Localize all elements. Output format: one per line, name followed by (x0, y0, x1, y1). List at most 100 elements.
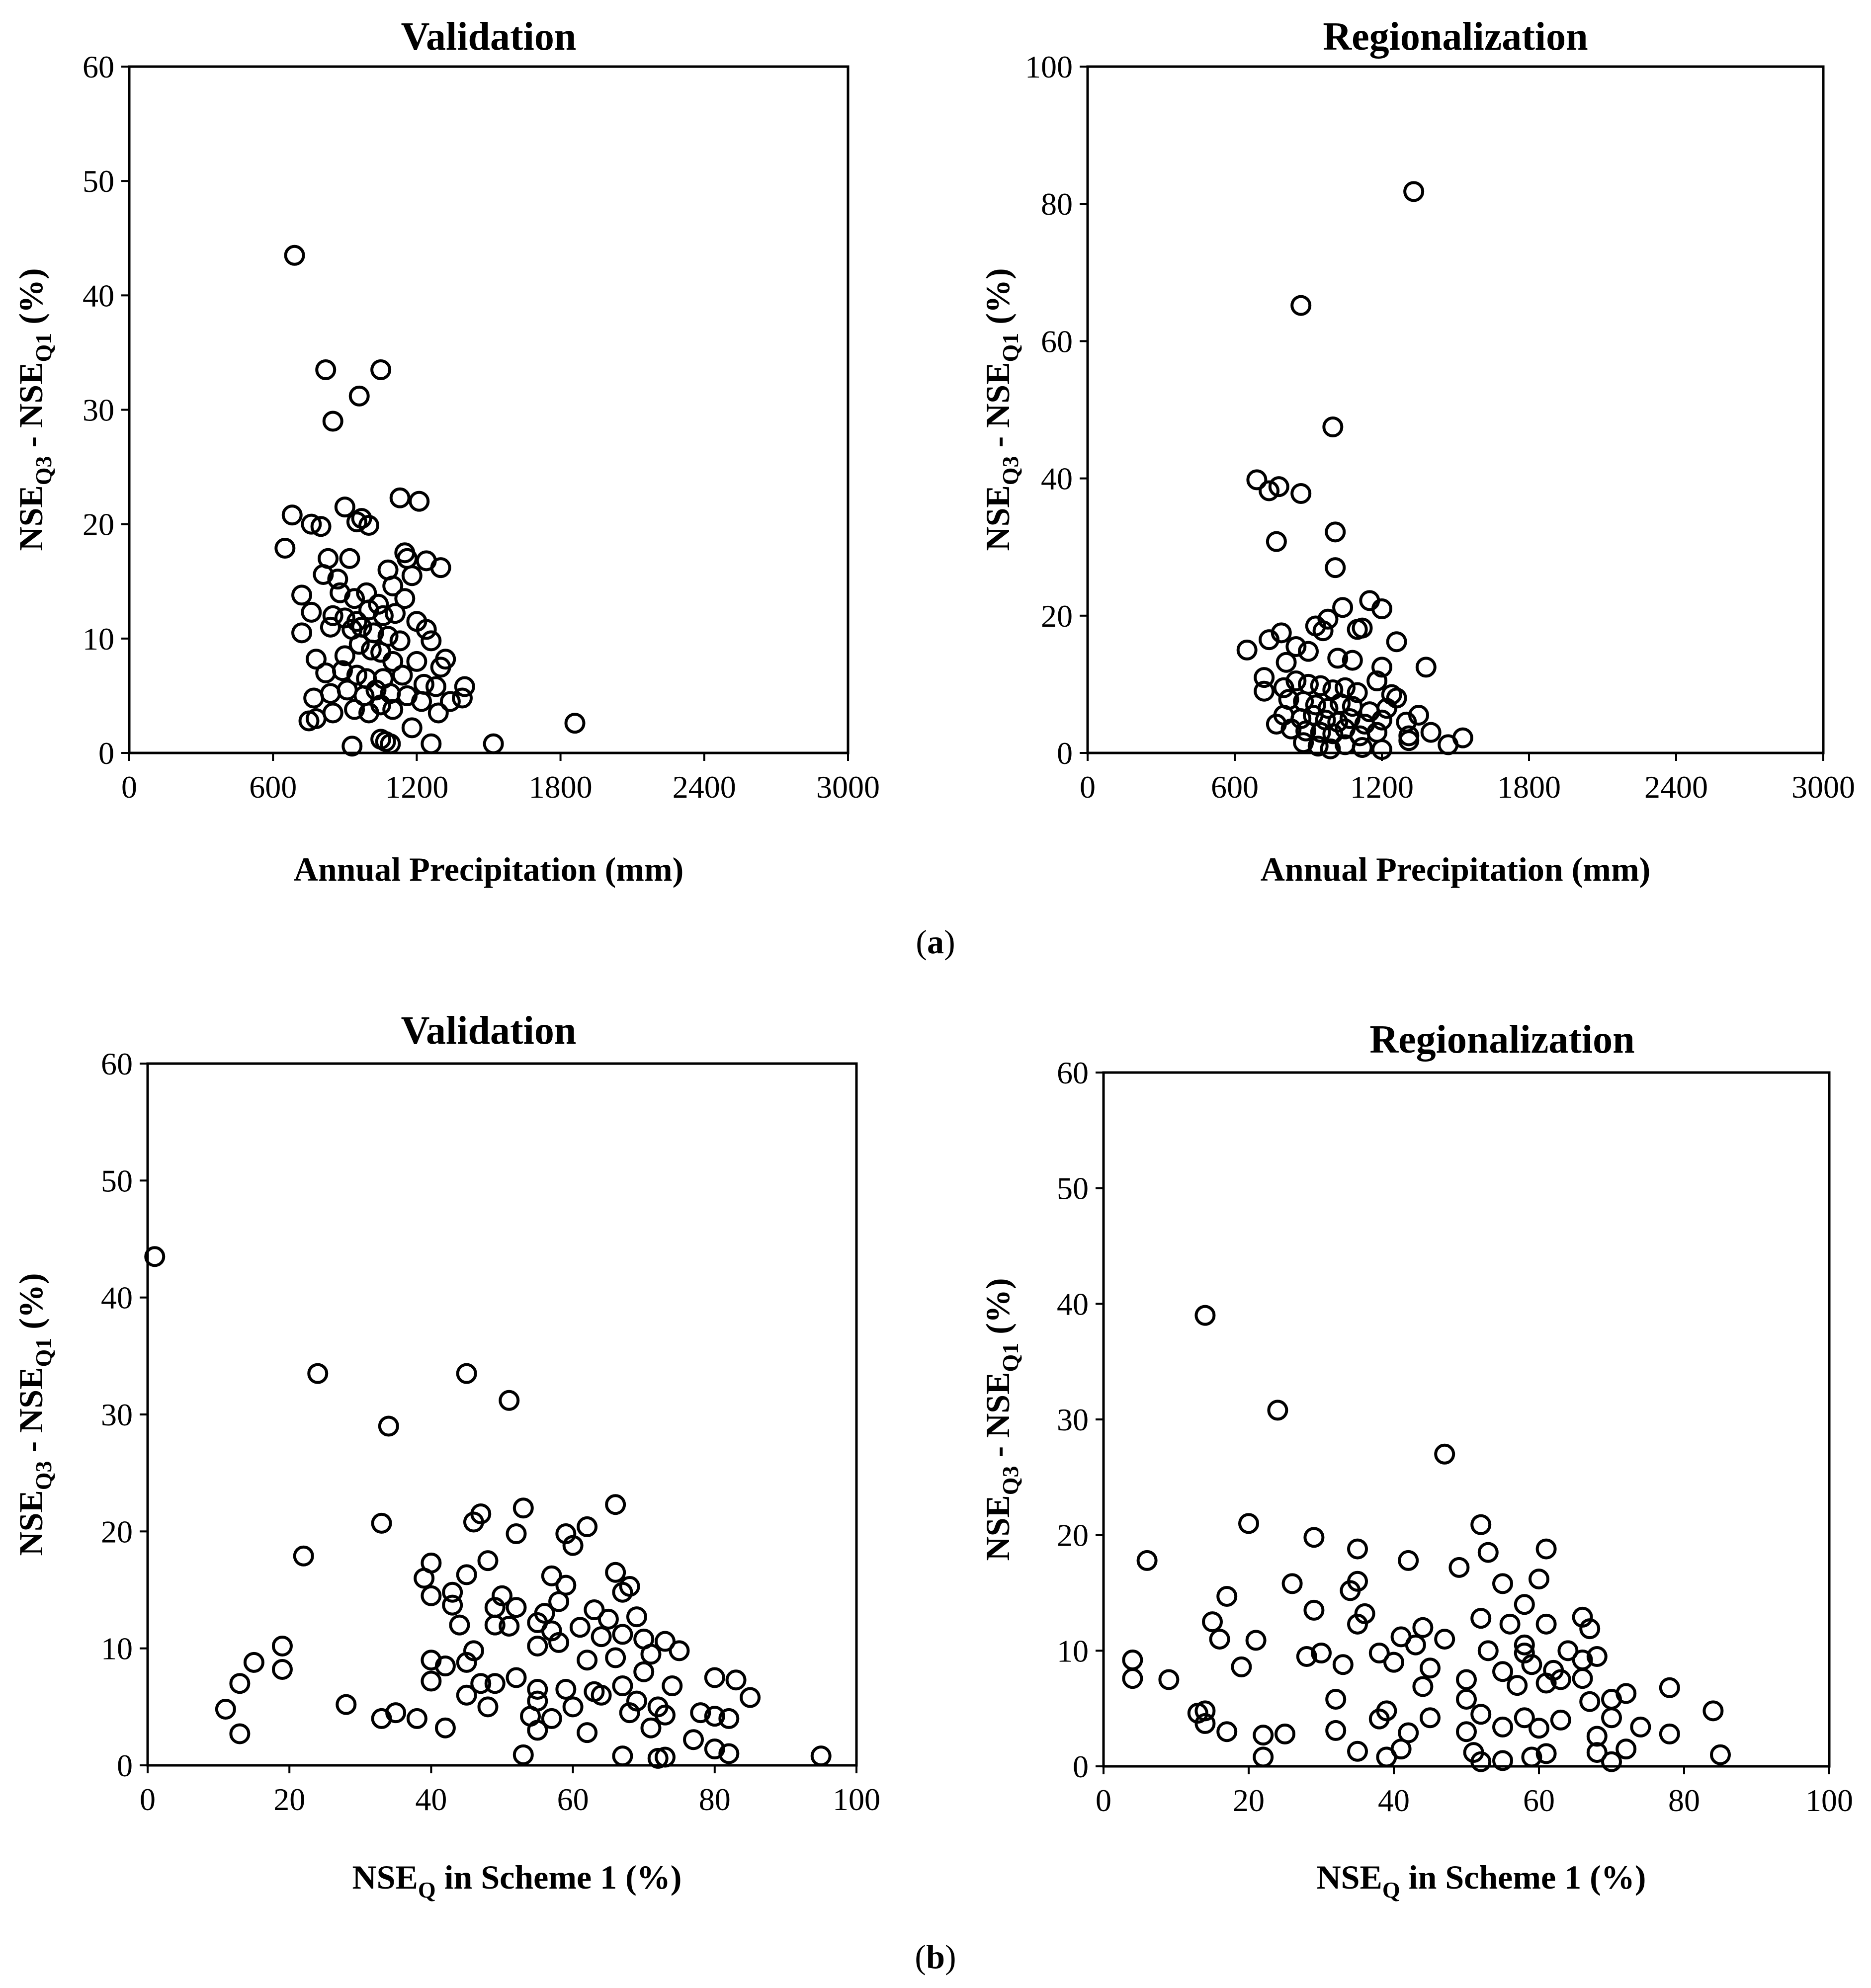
x-tick-label: 1800 (1497, 769, 1561, 805)
data-point (1254, 680, 1275, 702)
data-point (1266, 531, 1287, 552)
data-point (1456, 1721, 1477, 1742)
y-label-percent: (%) (12, 1273, 50, 1337)
x-tick-label: 60 (557, 1782, 589, 1817)
x-tick-label: 0 (1080, 769, 1096, 805)
data-point (548, 1591, 570, 1612)
data-point (284, 245, 305, 266)
y-tick-label: 60 (1041, 324, 1073, 359)
y-tick-label: 10 (1057, 1633, 1089, 1668)
data-point (527, 1635, 548, 1657)
data-point (1529, 1718, 1549, 1739)
data-point (315, 359, 337, 380)
data-point (1514, 1634, 1535, 1656)
data-point (434, 1717, 456, 1739)
y-label-minus-nse: - NSE (12, 362, 50, 456)
data-point (337, 679, 358, 701)
y-axis-label: NSEQ3 - NSEQ1 (%) (12, 268, 56, 551)
data-point (1325, 1720, 1347, 1741)
data-point (1616, 1739, 1637, 1760)
data-point (392, 664, 413, 686)
data-point (555, 1679, 577, 1700)
data-point (332, 660, 353, 681)
x-tick-label: 100 (833, 1782, 880, 1817)
data-point (1405, 1634, 1426, 1656)
data-point (1470, 1704, 1492, 1725)
data-point (1408, 705, 1429, 726)
data-point (271, 1659, 293, 1680)
y-tick-label: 0 (1073, 1749, 1089, 1784)
data-point (499, 1390, 520, 1411)
data-point (1194, 1700, 1216, 1722)
data-point (1368, 1642, 1390, 1663)
data-point (346, 511, 367, 533)
data-point (371, 1708, 392, 1729)
chart-title: Regionalization (1369, 1018, 1634, 1062)
data-point (320, 616, 341, 638)
y-label-sub-q3: Q3 (31, 1461, 56, 1490)
data-point (1290, 295, 1312, 316)
data-point (640, 1717, 662, 1739)
data-point (346, 664, 367, 686)
x-tick-label: 0 (140, 1782, 156, 1817)
data-point (1285, 670, 1307, 691)
data-point (1702, 1700, 1724, 1722)
data-point (1507, 1675, 1528, 1696)
data-point (1122, 1668, 1143, 1689)
y-tick-label: 10 (83, 621, 114, 657)
data-point (427, 702, 449, 724)
data-point (1434, 1629, 1455, 1650)
data-point (442, 1581, 463, 1603)
y-label-minus-nse: - NSE (12, 1367, 50, 1461)
data-point (1420, 1657, 1441, 1679)
data-points (274, 245, 586, 757)
data-point (341, 736, 363, 757)
data-point (215, 1699, 236, 1720)
data-point (1352, 737, 1373, 758)
data-point (1616, 1683, 1637, 1704)
data-point (1253, 1725, 1274, 1746)
data-point (229, 1723, 251, 1744)
data-point (499, 1615, 520, 1637)
y-tick-label: 20 (1057, 1518, 1089, 1553)
data-point (327, 569, 348, 590)
data-point (1194, 1713, 1216, 1734)
y-label-sub-q3: Q3 (31, 456, 56, 485)
data-point (1403, 181, 1425, 202)
data-point (1332, 597, 1354, 618)
y-label-minus-nse: - NSE (979, 1372, 1017, 1466)
data-point (1492, 1573, 1513, 1594)
data-point (1412, 1617, 1434, 1638)
panel-label-b-open: ( (915, 1938, 926, 1976)
y-label-sub-q1: Q1 (31, 1338, 56, 1367)
data-point (640, 1644, 662, 1665)
data-point (577, 1722, 598, 1743)
y-tick-label: 20 (83, 507, 114, 542)
x-tick-label: 1200 (1350, 769, 1414, 805)
data-point (229, 1673, 251, 1694)
data-point (339, 548, 360, 569)
data-point (704, 1739, 725, 1760)
y-tick-label: 50 (83, 164, 114, 199)
data-point (577, 1516, 598, 1537)
data-point (1280, 718, 1302, 740)
data-point (1253, 1746, 1274, 1768)
data-point (421, 630, 442, 652)
data-point (382, 575, 404, 596)
y-axis: 0 10 20 30 40 50 60 (101, 1046, 148, 1783)
panel-label-a-close: ) (944, 923, 955, 961)
data-point (334, 497, 355, 518)
data-point (1659, 1677, 1680, 1698)
data-point (1354, 1603, 1375, 1624)
data-point (1295, 720, 1317, 742)
data-point (1452, 727, 1473, 748)
data-point (411, 691, 432, 712)
data-point (1136, 1550, 1158, 1571)
panel-label-b: (b) (915, 1938, 956, 1976)
data-point (1275, 1723, 1295, 1744)
y-tick-label: 30 (83, 393, 114, 428)
data-point (305, 649, 327, 670)
data-point (456, 1363, 477, 1384)
data-point (619, 1702, 640, 1724)
data-point (1492, 1661, 1513, 1682)
